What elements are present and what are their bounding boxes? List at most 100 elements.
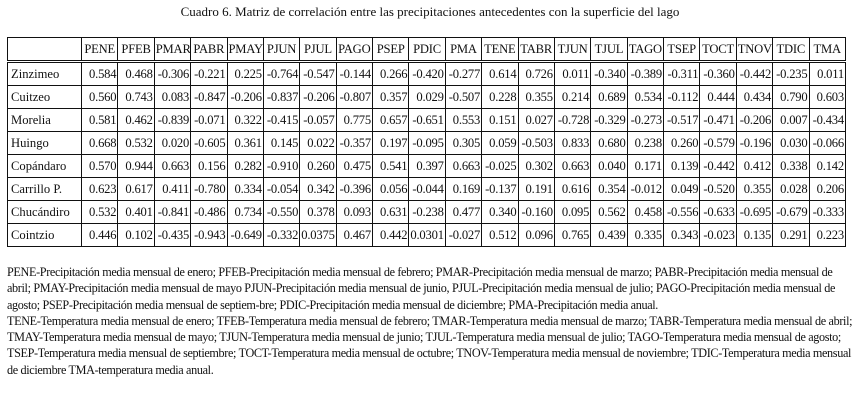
table-cell: 0.790 (772, 85, 810, 109)
column-header: TMA (808, 37, 846, 63)
table-cell: 0.775 (335, 108, 374, 132)
table-cell: 0.139 (662, 154, 701, 178)
table-cell: 0.663 (153, 154, 192, 178)
table-cell: 0.663 (444, 154, 483, 178)
table-notes: PENE-Precipitación media mensual de ener… (7, 264, 857, 378)
table-cell: 0.623 (80, 177, 119, 201)
table-cell: 0.029 (408, 85, 446, 109)
table-cell: 0.191 (517, 177, 555, 201)
table-cell: -0.306 (153, 61, 192, 86)
table-cell: 0.282 (226, 154, 264, 178)
table-row: Carrillo P. 0.623 0.617 0.411 -0.780 0.334 -0.… (7, 177, 846, 201)
table-cell: 0.135 (735, 223, 774, 247)
table-cell: -0.486 (190, 200, 228, 224)
precipitation-legend: PENE-Precipitación media mensual de ener… (7, 265, 836, 312)
table-cell: 0.142 (808, 154, 846, 178)
table-cell: 0.397 (408, 154, 446, 178)
column-header: TSEP (662, 37, 701, 63)
table-cell: -0.579 (699, 131, 737, 155)
table-cell: -0.435 (153, 223, 192, 247)
table-cell: -0.389 (626, 61, 665, 86)
table-cell: 0.028 (772, 177, 810, 201)
table-cell: 0.342 (299, 177, 337, 201)
column-header: TABR (517, 37, 555, 63)
table-cell: 0.584 (80, 61, 119, 86)
table-cell: 0.467 (335, 223, 374, 247)
table-cell: -0.415 (262, 108, 301, 132)
table-cell: -0.943 (190, 223, 228, 247)
column-header: PJUL (299, 37, 337, 63)
table-row: Huingo 0.668 0.532 0.020 -0.605 0.361 0.145 0.0… (7, 131, 846, 155)
table-cell: -0.221 (190, 61, 228, 86)
table-cell: 0.083 (153, 85, 192, 109)
table-cell: 0.355 (735, 177, 774, 201)
table-cell: -0.333 (808, 200, 846, 224)
table-cell: 0.614 (481, 61, 519, 86)
column-header: PMAR (153, 37, 192, 63)
table-cell: -0.434 (808, 108, 846, 132)
row-label: Cuitzeo (7, 85, 82, 109)
table-cell: 0.011 (808, 61, 846, 86)
table-cell: 0.0301 (408, 223, 446, 247)
table-cell: -0.311 (662, 61, 701, 86)
table-cell: -0.206 (226, 85, 264, 109)
column-header: PJUN (262, 37, 301, 63)
table-cell: -0.550 (262, 200, 301, 224)
table-cell: -0.012 (626, 177, 665, 201)
table-cell: 0.206 (808, 177, 846, 201)
table-cell: 0.743 (117, 85, 155, 109)
table-cell: -0.023 (699, 223, 737, 247)
table-cell: -0.837 (262, 85, 301, 109)
column-header: TJUN (553, 37, 592, 63)
table-cell: 0.541 (371, 154, 410, 178)
table-cell: -0.442 (699, 154, 737, 178)
table-cell: 0.027 (517, 108, 555, 132)
table-cell: 0.532 (117, 131, 155, 155)
table-cell: 0.223 (808, 223, 846, 247)
table-cell: 0.833 (553, 131, 592, 155)
column-header: TAGO (626, 37, 665, 63)
table-cell: 0.093 (335, 200, 374, 224)
table-cell: -0.507 (444, 85, 483, 109)
table-cell: 0.475 (335, 154, 374, 178)
table-cell: 0.007 (772, 108, 810, 132)
table-cell: 0.322 (226, 108, 264, 132)
column-header: PSEP (371, 37, 410, 63)
table-cell: -0.420 (408, 61, 446, 86)
table-row: Cointzio 0.446 0.102 -0.435 -0.943 -0.649 -0.3… (7, 223, 846, 247)
table-cell: 0.680 (590, 131, 628, 155)
table-cell: 0.446 (80, 223, 119, 247)
table-cell: 0.458 (626, 200, 665, 224)
table-cell: 0.334 (226, 177, 264, 201)
table-cell: 0.616 (553, 177, 592, 201)
table-cell: 0.944 (117, 154, 155, 178)
row-label: Zinzimeo (7, 61, 82, 86)
corner-header (7, 37, 82, 63)
table-cell: 0.477 (444, 200, 483, 224)
column-header: PMAY (226, 37, 264, 63)
table-cell: 0.156 (190, 154, 228, 178)
table-cell: 0.581 (80, 108, 119, 132)
table-cell: 0.553 (444, 108, 483, 132)
table-cell: 0.512 (481, 223, 519, 247)
table-cell: -0.206 (299, 85, 337, 109)
table-cell: -0.332 (262, 223, 301, 247)
table-header-row: PENE PFEB PMAR PABR PMAY PJUN PJUL PAGO PSEP PDIC… (7, 37, 846, 63)
temperature-legend: TENE-Temperatura media mensual de enero;… (7, 313, 853, 377)
table-cell: 0.225 (226, 61, 264, 86)
table-cell: 0.169 (444, 177, 483, 201)
table-cell: 0.631 (371, 200, 410, 224)
table-cell: -0.112 (662, 85, 701, 109)
table-cell: 0.214 (553, 85, 592, 109)
table-cell: 0.401 (117, 200, 155, 224)
table-cell: 0.0375 (299, 223, 337, 247)
table-cell: -0.471 (699, 108, 737, 132)
table-cell: 0.291 (772, 223, 810, 247)
table-cell: -0.839 (153, 108, 192, 132)
table-cell: -0.273 (626, 108, 665, 132)
table-cell: 0.560 (80, 85, 119, 109)
table-cell: 0.095 (553, 200, 592, 224)
table-cell: -0.238 (408, 200, 446, 224)
table-cell: 0.442 (371, 223, 410, 247)
table-cell: -0.357 (335, 131, 374, 155)
